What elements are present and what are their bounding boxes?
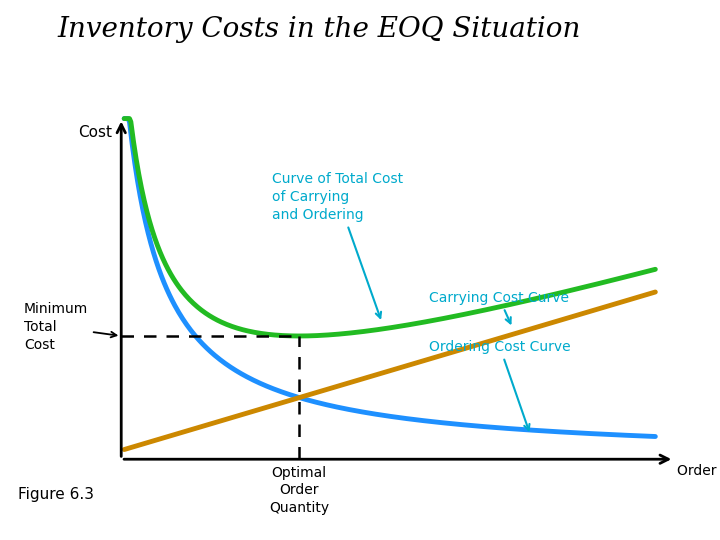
Text: Optimal
Order
Quantity: Optimal Order Quantity <box>269 466 329 515</box>
Text: Order Quantity: Order Quantity <box>678 464 720 478</box>
Text: Inventory Costs in the EOQ Situation: Inventory Costs in the EOQ Situation <box>58 16 581 43</box>
Text: Cost: Cost <box>78 125 112 140</box>
Text: Curve of Total Cost
of Carrying
and Ordering: Curve of Total Cost of Carrying and Orde… <box>272 172 403 318</box>
Text: Ordering Cost Curve: Ordering Cost Curve <box>429 340 571 430</box>
Text: Figure 6.3: Figure 6.3 <box>17 487 94 502</box>
Text: Minimum
Total
Cost: Minimum Total Cost <box>24 302 117 352</box>
Text: Carrying Cost Curve: Carrying Cost Curve <box>429 291 569 323</box>
